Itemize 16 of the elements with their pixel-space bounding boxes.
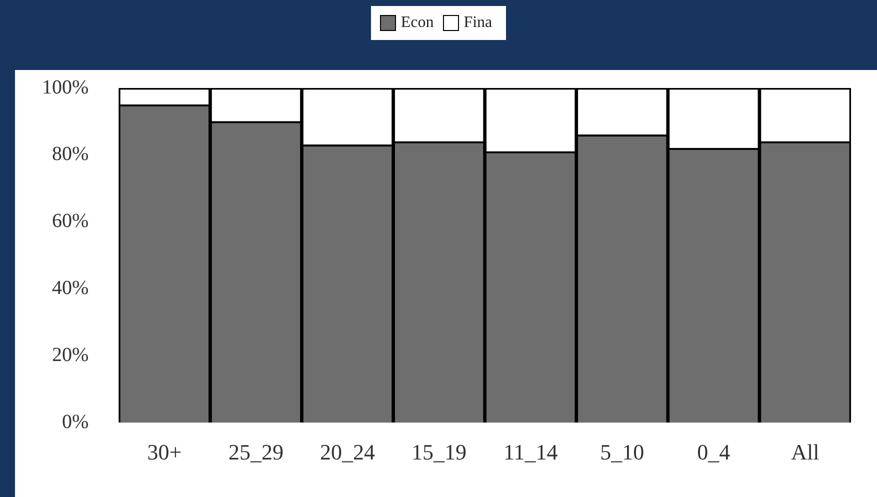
y-tick-label: 100% bbox=[42, 76, 89, 98]
y-tick-label: 40% bbox=[52, 277, 89, 300]
x-tick-label: 11_14 bbox=[504, 440, 558, 465]
x-tick-label: 15_19 bbox=[412, 440, 467, 465]
x-tick-label: 20_24 bbox=[320, 440, 376, 465]
y-tick-label: 60% bbox=[52, 210, 89, 232]
legend-label: Econ bbox=[400, 14, 434, 32]
x-tick-label: All bbox=[791, 440, 820, 465]
y-tick-label: 20% bbox=[52, 344, 89, 366]
x-tick-label: 5_10 bbox=[600, 440, 644, 465]
y-tick-label: 80% bbox=[52, 143, 89, 166]
x-tick-label: 25_29 bbox=[228, 440, 284, 465]
legend-label: Fina bbox=[464, 14, 492, 32]
x-tick-label: 30+ bbox=[147, 440, 182, 465]
y-tick-label: 0% bbox=[62, 410, 89, 433]
x-tick-label: 0_4 bbox=[697, 440, 730, 465]
